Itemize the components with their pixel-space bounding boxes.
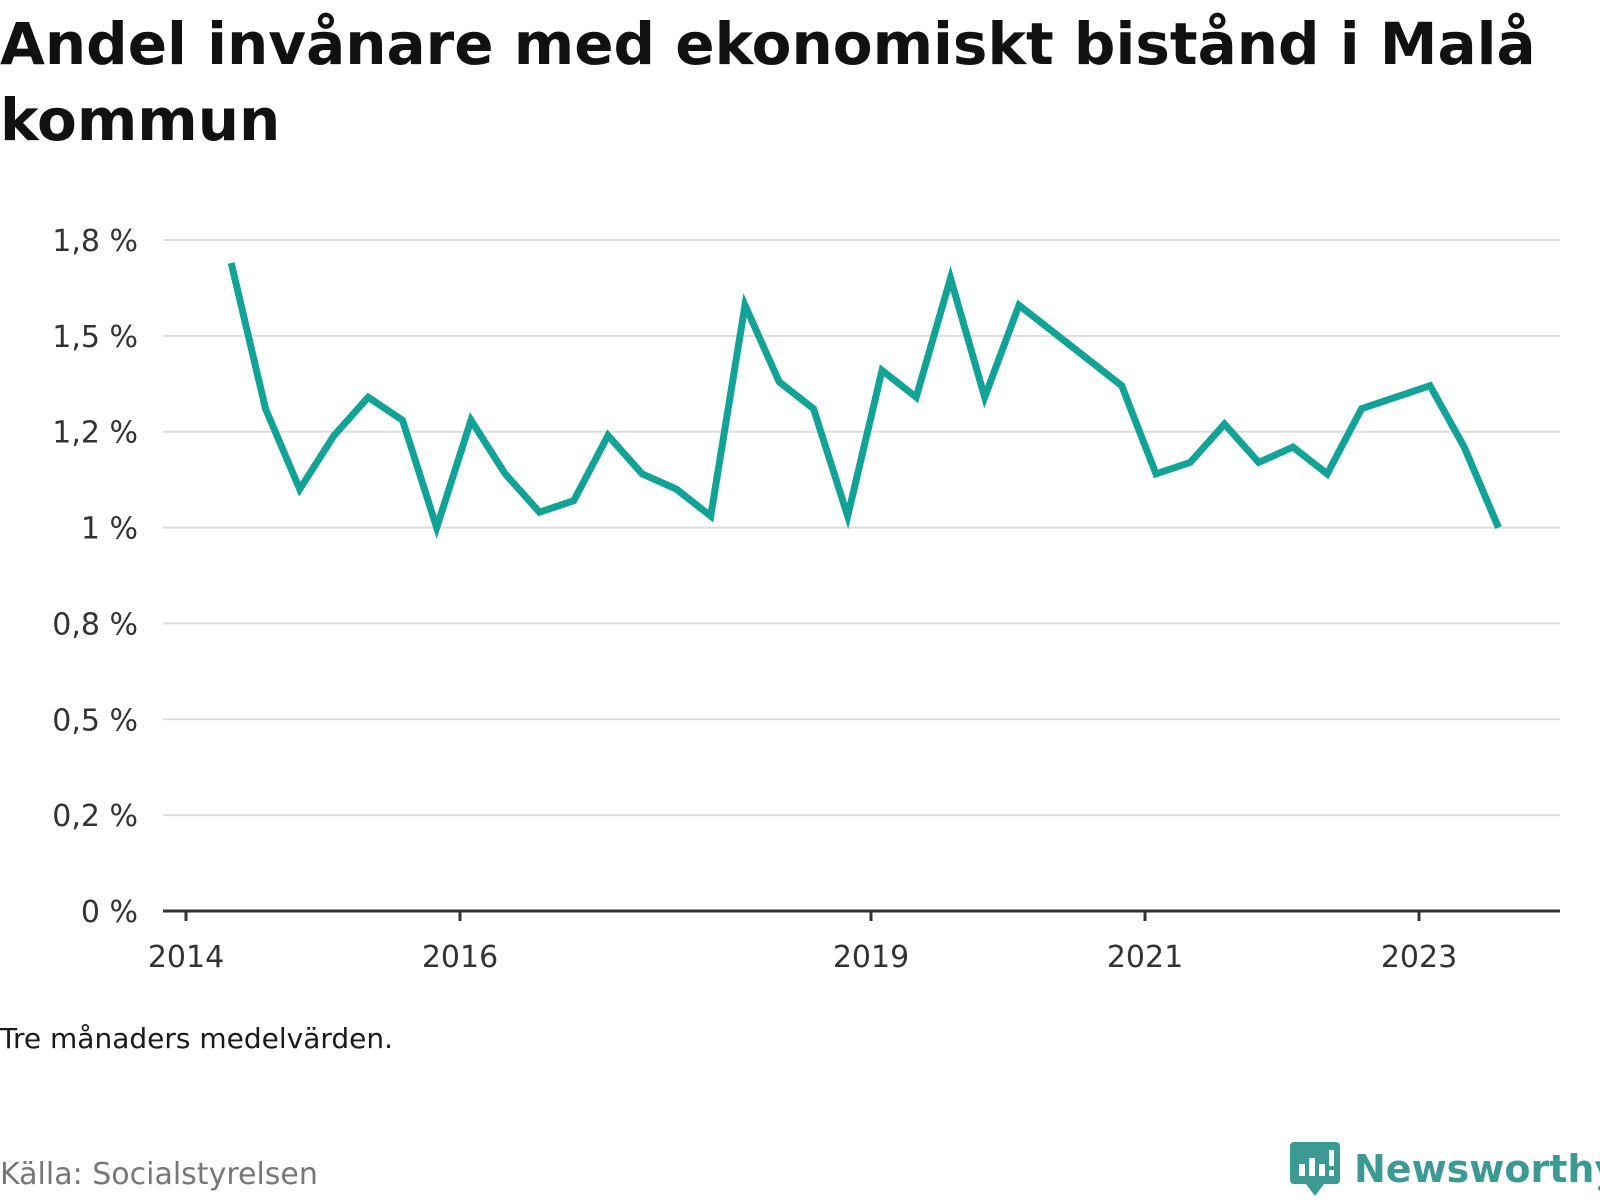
source-credit: Källa: Socialstyrelsen bbox=[0, 1157, 318, 1192]
x-tick-label: 2019 bbox=[833, 940, 909, 975]
y-tick-label: 1,8 % bbox=[52, 224, 138, 259]
x-tick-label: 2021 bbox=[1107, 940, 1183, 975]
y-tick-label: 0,2 % bbox=[52, 799, 138, 834]
y-tick-label: 1,2 % bbox=[52, 416, 138, 451]
y-tick-label: 1 % bbox=[81, 512, 138, 547]
y-tick-label: 0,5 % bbox=[52, 703, 138, 738]
brand-name: Newsworthy bbox=[1354, 1147, 1600, 1191]
y-tick-label: 0,8 % bbox=[52, 607, 138, 642]
series-line bbox=[227, 262, 1502, 540]
chart-title: Andel invånare med ekonomiskt bistånd i … bbox=[0, 10, 1536, 154]
line-chart: 0 % 0,2 % 0,5 % 0,8 % 1 % 1,2 % 1,5 % 1,8 % 201… bbox=[52, 224, 1560, 975]
y-tick-label: 0 % bbox=[81, 895, 138, 930]
brand-logo: Newsworthy bbox=[1290, 1140, 1600, 1198]
x-tick-label: 2016 bbox=[422, 940, 498, 975]
chart-note: Tre månaders medelvärden. bbox=[0, 1022, 394, 1055]
grid-lines bbox=[163, 239, 1560, 817]
x-tick-label: 2014 bbox=[148, 940, 224, 975]
x-axis-ticks: 2014 2016 2019 2021 2023 bbox=[148, 911, 1457, 975]
newsworthy-logo-icon bbox=[1290, 1142, 1340, 1196]
x-tick-label: 2023 bbox=[1381, 940, 1457, 975]
y-tick-label: 1,5 % bbox=[52, 320, 138, 355]
y-axis-ticks: 0 % 0,2 % 0,5 % 0,8 % 1 % 1,2 % 1,5 % 1,8 % bbox=[52, 224, 138, 930]
